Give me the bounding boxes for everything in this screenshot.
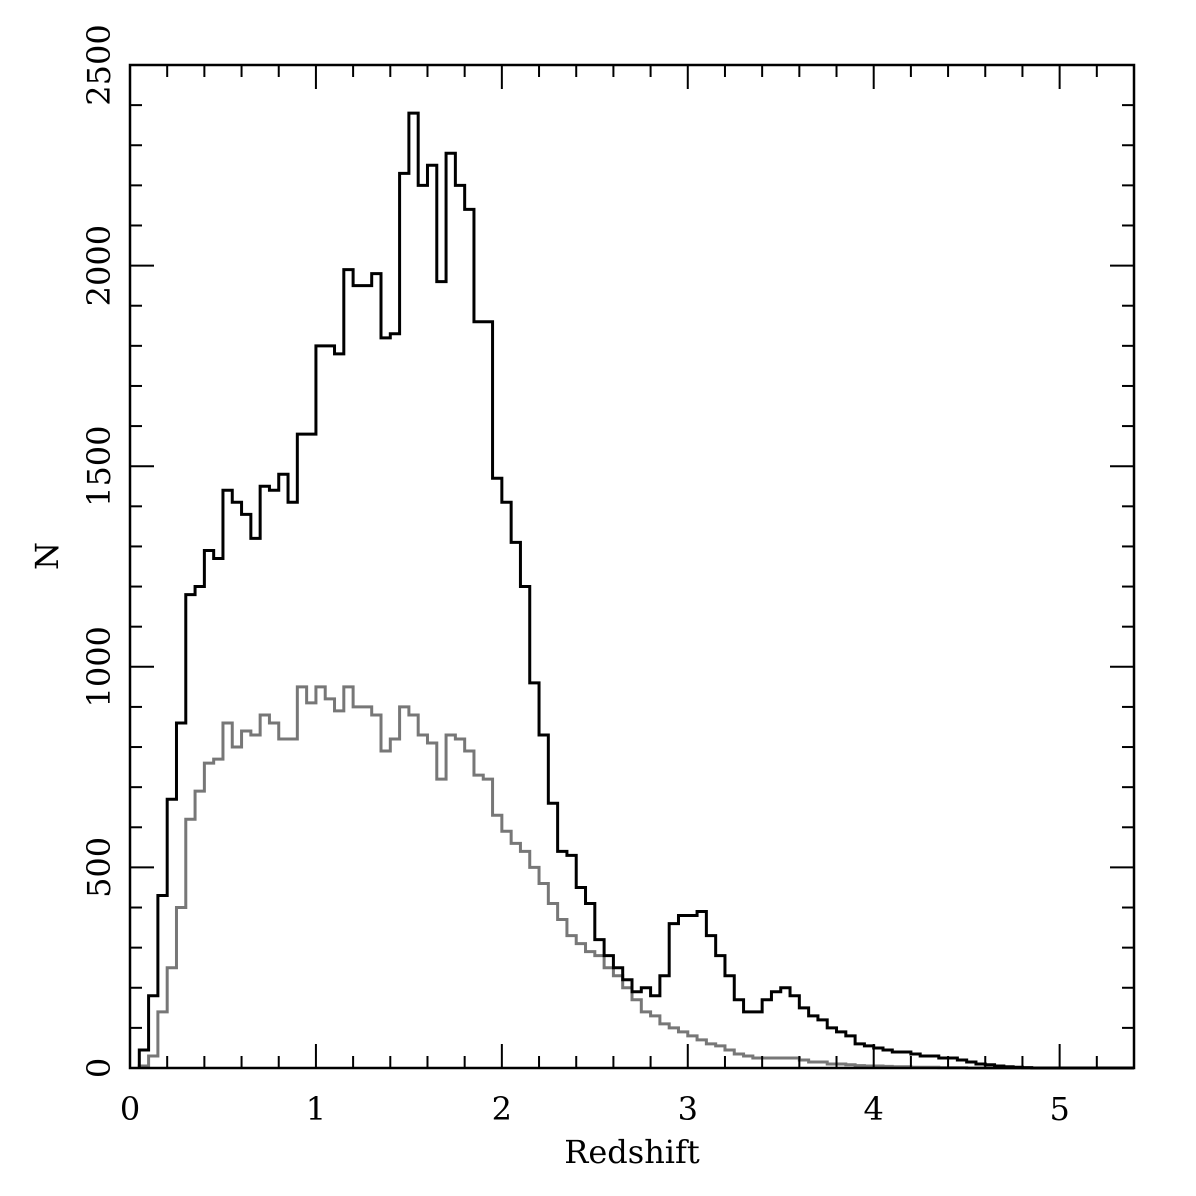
y-tick-label: 0	[80, 1058, 118, 1078]
x-tick-label: 5	[1049, 1090, 1069, 1128]
x-tick-label: 4	[864, 1090, 884, 1128]
histogram-series-1	[137, 111, 1134, 1070]
plot-frame	[128, 63, 1136, 1070]
y-axis-label: N	[28, 542, 66, 570]
y-tick-label: 500	[80, 837, 118, 898]
histogram-series-2	[137, 685, 1134, 1070]
x-tick-label: 0	[120, 1090, 140, 1128]
x-axis-label: Redshift	[564, 1133, 700, 1171]
x-tick-label: 3	[678, 1090, 698, 1128]
tick-labels-layer: 0 1 2 3 4 5 0 500 1000 1500 2000 2500	[80, 24, 1070, 1128]
x-tick-label: 1	[306, 1090, 326, 1128]
y-tick-label: 2500	[80, 24, 118, 105]
y-tick-label: 2000	[80, 225, 118, 306]
x-tick-label: 2	[492, 1090, 512, 1128]
ticks-layer	[129, 64, 1135, 1069]
y-tick-label: 1500	[80, 425, 118, 506]
series-layer	[137, 111, 1134, 1070]
y-tick-label: 1000	[80, 626, 118, 707]
